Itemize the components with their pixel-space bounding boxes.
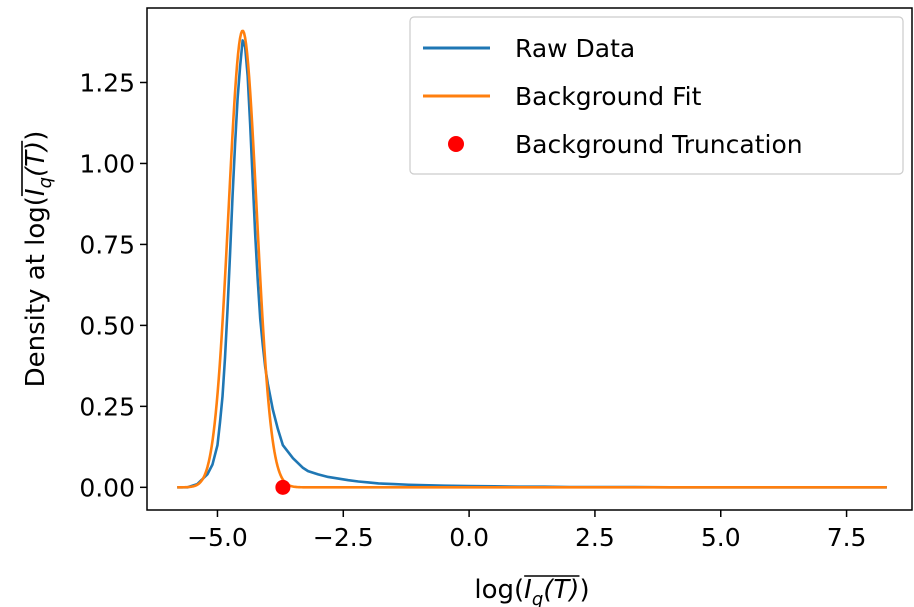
legend: Raw Data Background Fit Background Trunc…	[409, 16, 904, 175]
y-tick-label: 0.75	[79, 230, 135, 259]
x-tick-label: 5.0	[701, 523, 741, 552]
y-tick-label: 0.25	[79, 392, 135, 421]
legend-background-fit-label: Background Fit	[515, 82, 702, 111]
x-axis-label: log(Iq(T))	[474, 575, 589, 607]
series-layer	[176, 29, 888, 495]
y-axis-ticks: 0.00 0.25 0.50 0.75 1.00 1.25	[79, 68, 147, 502]
x-tick-label: −5.0	[187, 523, 248, 552]
x-tick-label: −2.5	[313, 523, 374, 552]
y-tick-label: 0.50	[79, 311, 135, 340]
legend-box	[409, 16, 904, 175]
background-truncation-point	[275, 479, 291, 495]
x-axis-ticks: −5.0 −2.5 0.0 2.5 5.0 7.5	[187, 510, 866, 552]
x-tick-label: 2.5	[575, 523, 615, 552]
y-tick-label: 1.00	[79, 149, 135, 178]
y-tick-label: 1.25	[79, 68, 135, 97]
x-tick-label: 7.5	[827, 523, 867, 552]
y-axis-label: Density at log(Iq(T))	[21, 131, 56, 388]
x-tick-label: 0.0	[449, 523, 489, 552]
legend-background-truncation-marker	[448, 136, 464, 152]
series-background-fit-line	[176, 29, 888, 489]
legend-background-truncation-label: Background Truncation	[515, 130, 803, 159]
y-tick-label: 0.00	[79, 473, 135, 502]
legend-raw-data-label: Raw Data	[515, 34, 635, 63]
